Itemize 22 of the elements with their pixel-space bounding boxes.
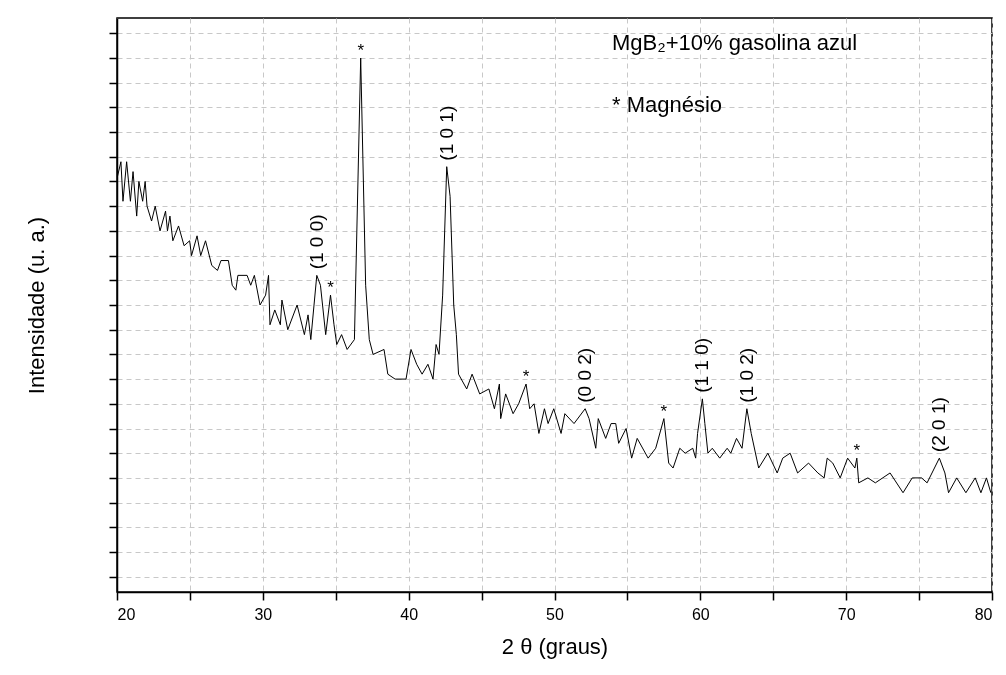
annotation: (1 1 0) bbox=[691, 337, 713, 393]
annotation: (0 0 2) bbox=[574, 347, 596, 403]
x-tick-label: 70 bbox=[837, 605, 856, 623]
text: MgB₂+10% gasolina azul bbox=[612, 30, 858, 55]
annotation: (1 0 2) bbox=[735, 347, 757, 403]
x-tick-label: 30 bbox=[254, 605, 273, 623]
annotation: * bbox=[522, 367, 530, 387]
annotation: * bbox=[660, 401, 668, 421]
annotation: (1 0 0) bbox=[305, 214, 327, 270]
x-tick-label: 60 bbox=[691, 605, 710, 623]
annotation: * bbox=[327, 278, 335, 298]
x-tick-label: 40 bbox=[400, 605, 419, 623]
y-axis-title: Intensidade (u. a.) bbox=[23, 216, 49, 395]
x-tick-label: 80 bbox=[974, 605, 993, 623]
annotation: * bbox=[853, 441, 861, 461]
x-tick-label: 20 bbox=[117, 605, 136, 623]
annotation: * bbox=[357, 41, 365, 60]
x-tick-label: 50 bbox=[546, 605, 564, 623]
annotation: * Magnésio bbox=[612, 92, 723, 117]
annotation: (1 0 1) bbox=[435, 105, 457, 161]
x-axis-title: 2 θ (graus) bbox=[501, 633, 609, 659]
annotation: (2 0 1) bbox=[928, 397, 950, 453]
